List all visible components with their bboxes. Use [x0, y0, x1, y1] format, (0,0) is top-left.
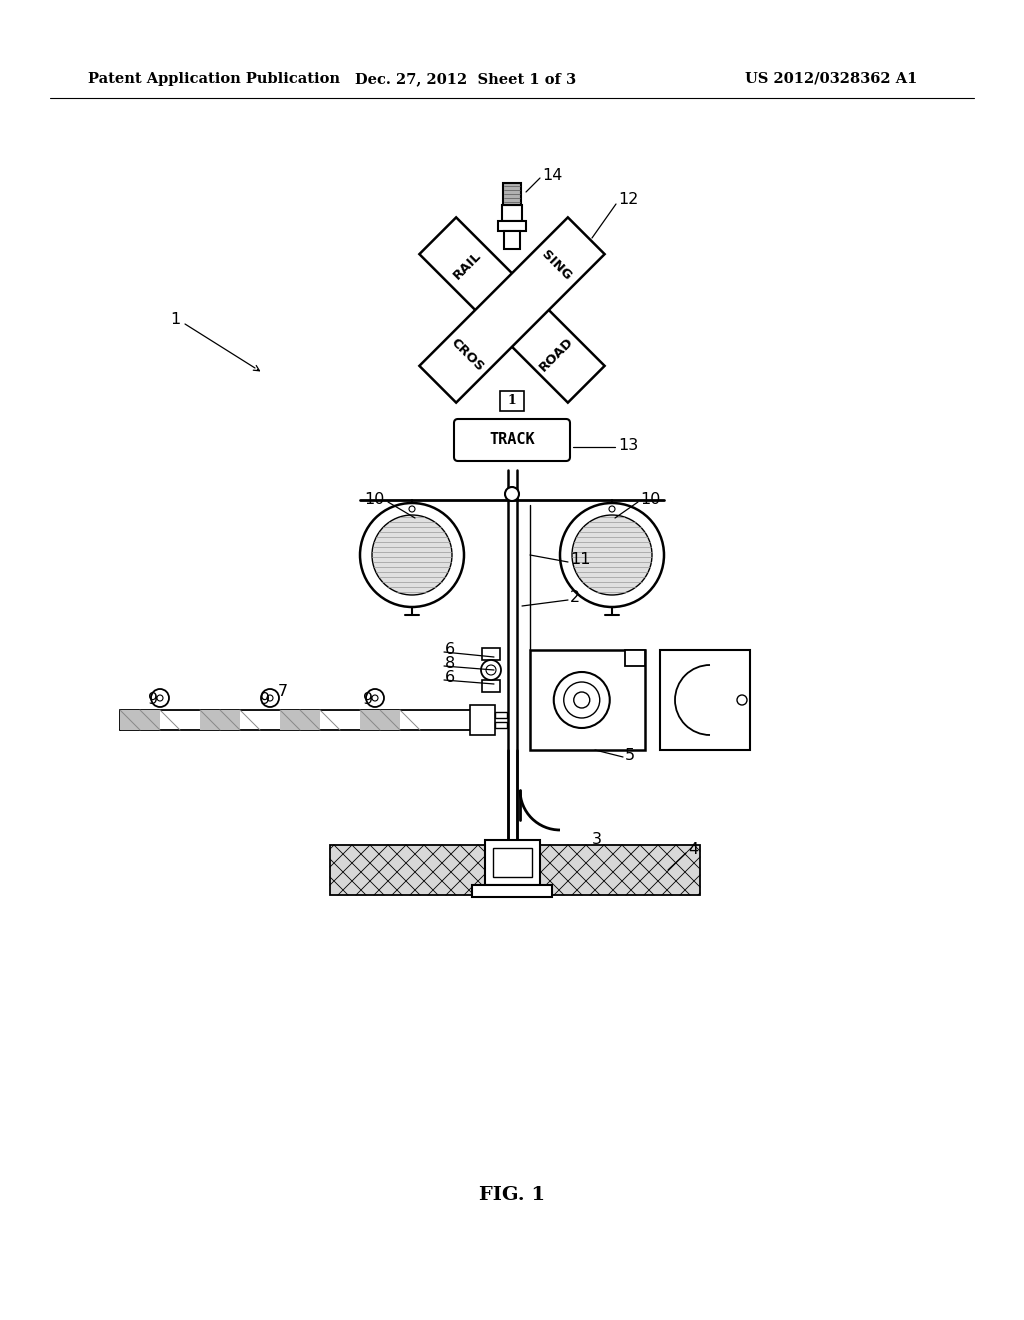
Text: 4: 4: [688, 842, 698, 858]
Bar: [502, 205, 522, 220]
Text: RAIL: RAIL: [451, 249, 484, 282]
Text: ROAD: ROAD: [537, 335, 577, 374]
Polygon shape: [200, 710, 240, 730]
Text: 10: 10: [365, 492, 385, 507]
Circle shape: [573, 692, 590, 708]
Bar: [504, 231, 520, 249]
Bar: [498, 220, 526, 231]
Circle shape: [554, 672, 609, 729]
Polygon shape: [280, 710, 319, 730]
Circle shape: [267, 696, 273, 701]
Text: 6: 6: [445, 643, 455, 657]
Bar: [495, 722, 507, 729]
Text: FIG. 1: FIG. 1: [479, 1185, 545, 1204]
Circle shape: [151, 689, 169, 708]
Circle shape: [372, 696, 378, 701]
Polygon shape: [120, 710, 160, 730]
Circle shape: [572, 515, 652, 595]
FancyBboxPatch shape: [454, 418, 570, 461]
Text: 9: 9: [260, 693, 270, 708]
Bar: [482, 680, 500, 692]
Bar: [503, 183, 521, 205]
Polygon shape: [420, 218, 604, 403]
Circle shape: [560, 503, 664, 607]
Text: 9: 9: [148, 693, 158, 708]
Circle shape: [157, 696, 163, 701]
Circle shape: [261, 689, 279, 708]
Circle shape: [372, 515, 452, 595]
Circle shape: [737, 696, 746, 705]
Text: CROS: CROS: [449, 335, 486, 374]
Text: US 2012/0328362 A1: US 2012/0328362 A1: [745, 73, 918, 86]
Circle shape: [505, 487, 519, 502]
Bar: [330, 845, 700, 895]
Text: 6: 6: [445, 671, 455, 685]
Circle shape: [481, 660, 501, 680]
Text: 1: 1: [170, 313, 180, 327]
Bar: [495, 711, 507, 718]
Bar: [470, 705, 495, 735]
Text: 10: 10: [640, 492, 660, 507]
Text: 5: 5: [625, 747, 635, 763]
Polygon shape: [420, 218, 604, 403]
Bar: [493, 847, 531, 876]
Text: 2: 2: [570, 590, 581, 606]
Text: 9: 9: [362, 693, 373, 708]
Circle shape: [564, 682, 600, 718]
Text: TRACK: TRACK: [489, 433, 535, 447]
Text: 11: 11: [570, 553, 591, 568]
Circle shape: [409, 506, 415, 512]
Bar: [660, 649, 750, 750]
Text: Dec. 27, 2012  Sheet 1 of 3: Dec. 27, 2012 Sheet 1 of 3: [355, 73, 577, 86]
Bar: [472, 884, 552, 898]
Text: SING: SING: [539, 248, 574, 282]
Bar: [530, 649, 645, 750]
Circle shape: [360, 503, 464, 607]
Circle shape: [609, 506, 615, 512]
Text: 8: 8: [445, 656, 456, 672]
Text: 7: 7: [278, 685, 288, 700]
Text: 1: 1: [508, 395, 516, 408]
Bar: [484, 840, 540, 884]
Polygon shape: [360, 710, 400, 730]
Text: 13: 13: [618, 437, 638, 453]
Bar: [625, 649, 645, 667]
Text: 14: 14: [542, 168, 562, 182]
Text: 12: 12: [618, 193, 638, 207]
Bar: [500, 391, 524, 411]
Text: Patent Application Publication: Patent Application Publication: [88, 73, 340, 86]
Circle shape: [486, 665, 496, 675]
Bar: [482, 648, 500, 660]
Circle shape: [366, 689, 384, 708]
Text: 3: 3: [592, 833, 602, 847]
